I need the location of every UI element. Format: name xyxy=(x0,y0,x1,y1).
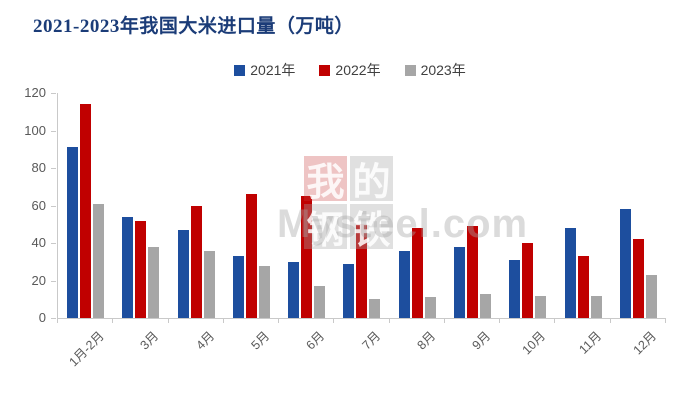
bar-group-12月 xyxy=(611,93,666,318)
bar-2021年-9月 xyxy=(453,246,465,318)
legend-item-2021年: 2021年 xyxy=(234,60,295,80)
x-axis-category-label: 12月 xyxy=(630,328,660,358)
legend-label: 2022年 xyxy=(335,62,381,78)
legend-swatch-icon xyxy=(319,64,331,76)
bar-2023年-7月 xyxy=(369,299,381,318)
legend-label: 2021年 xyxy=(250,62,296,78)
legend: 2021年 2022年 2023年 xyxy=(0,60,700,80)
bar-2021年-6月 xyxy=(288,261,300,318)
y-axis-tick-mark xyxy=(51,318,56,319)
bar-2022年-11月 xyxy=(577,256,589,318)
bar-2023年-6月 xyxy=(314,286,326,318)
x-axis-tick-mark xyxy=(167,319,169,323)
bar-2022年-3月 xyxy=(135,220,147,318)
bar-group-9月 xyxy=(445,93,500,318)
x-axis-category-label: 11月 xyxy=(575,328,604,357)
y-axis-tick-label: 120 xyxy=(24,85,46,100)
x-axis-category-label: 9月 xyxy=(469,328,494,353)
bar-2023年-1月-2月 xyxy=(93,203,105,318)
legend-swatch-icon xyxy=(404,64,416,76)
bar-2022年-6月 xyxy=(301,196,313,318)
bar-group-4月 xyxy=(169,93,224,318)
bar-group-7月 xyxy=(334,93,389,318)
bar-2021年-3月 xyxy=(122,216,134,318)
x-axis-category-label: 10月 xyxy=(519,328,549,358)
x-axis-category-label: 1月-2月 xyxy=(66,328,107,370)
x-axis-tick-mark xyxy=(443,319,445,323)
y-axis-tick-mark xyxy=(51,93,56,94)
bar-2022年-5月 xyxy=(245,194,257,318)
x-axis-category-label: 8月 xyxy=(414,328,439,353)
legend-label: 2023年 xyxy=(420,62,466,78)
bar-2021年-4月 xyxy=(177,229,189,318)
bar-group-1月-2月 xyxy=(58,93,113,318)
bar-group-5月 xyxy=(224,93,279,318)
bar-2022年-9月 xyxy=(466,226,478,318)
bar-group-10月 xyxy=(500,93,555,318)
y-axis-tick-mark xyxy=(51,130,56,132)
bar-2021年-11月 xyxy=(564,228,576,318)
bar-2023年-9月 xyxy=(479,293,491,318)
bar-group-6月 xyxy=(279,93,334,318)
bar-group-8月 xyxy=(390,93,445,318)
bar-2021年-1月-2月 xyxy=(67,147,79,318)
bar-group-11月 xyxy=(555,93,610,318)
bar-2021年-5月 xyxy=(232,256,244,318)
bar-2023年-5月 xyxy=(258,265,270,318)
y-axis-tick-mark xyxy=(51,243,56,244)
y-axis-tick-label: 0 xyxy=(38,310,46,325)
x-axis-category-label: 3月 xyxy=(137,328,162,353)
y-axis-tick-label: 80 xyxy=(31,160,46,175)
bars-area xyxy=(58,93,666,318)
bar-2022年-7月 xyxy=(356,224,368,318)
bar-group-3月 xyxy=(113,93,168,318)
y-axis-tick-label: 60 xyxy=(31,197,46,213)
x-axis-category-label: 6月 xyxy=(303,328,328,353)
bar-2022年-12月 xyxy=(632,239,644,318)
bar-2023年-4月 xyxy=(203,250,215,318)
bar-2021年-7月 xyxy=(343,263,355,318)
legend-item-2022年: 2022年 xyxy=(319,60,381,80)
legend-item-2023年: 2023年 xyxy=(404,60,466,80)
bar-2021年-10月 xyxy=(509,259,521,318)
x-axis-tick-mark xyxy=(609,319,611,323)
y-axis-tick-mark xyxy=(51,168,56,169)
x-axis-category-label: 4月 xyxy=(193,328,217,353)
bar-2023年-10月 xyxy=(535,295,547,318)
x-axis-category-label: 5月 xyxy=(248,328,273,353)
legend-swatch-icon xyxy=(234,64,246,76)
bar-2022年-4月 xyxy=(190,205,202,318)
bar-2022年-1月-2月 xyxy=(80,104,92,318)
bar-2021年-12月 xyxy=(619,209,631,318)
x-axis-category-label: 7月 xyxy=(359,328,383,353)
x-axis-tick-mark xyxy=(278,319,280,323)
bar-2022年-10月 xyxy=(522,243,534,318)
x-axis-tick-mark xyxy=(388,319,390,323)
bar-2023年-11月 xyxy=(590,295,602,318)
bar-2023年-8月 xyxy=(424,297,436,318)
y-axis-tick-mark xyxy=(51,205,56,207)
x-axis-tick-mark xyxy=(554,319,556,323)
x-axis-tick-mark xyxy=(333,319,335,323)
x-axis-tick-mark xyxy=(112,319,114,323)
y-axis-tick-label: 100 xyxy=(24,122,46,138)
x-axis-tick-mark xyxy=(499,319,501,323)
plot-area xyxy=(57,93,666,319)
bar-2023年-12月 xyxy=(645,274,657,318)
bar-2021年-8月 xyxy=(398,250,410,318)
x-axis-tick-mark xyxy=(665,319,666,323)
bar-2022年-8月 xyxy=(411,228,423,318)
x-axis-tick-mark xyxy=(57,319,58,323)
chart-title: 2021-2023年我国大米进口量（万吨） xyxy=(33,16,354,37)
y-axis-tick-label: 40 xyxy=(31,235,46,250)
y-axis-tick-label: 20 xyxy=(31,272,46,288)
x-axis-tick-mark xyxy=(222,319,224,323)
bar-2023年-3月 xyxy=(148,246,160,318)
y-axis-tick-mark xyxy=(51,280,56,282)
